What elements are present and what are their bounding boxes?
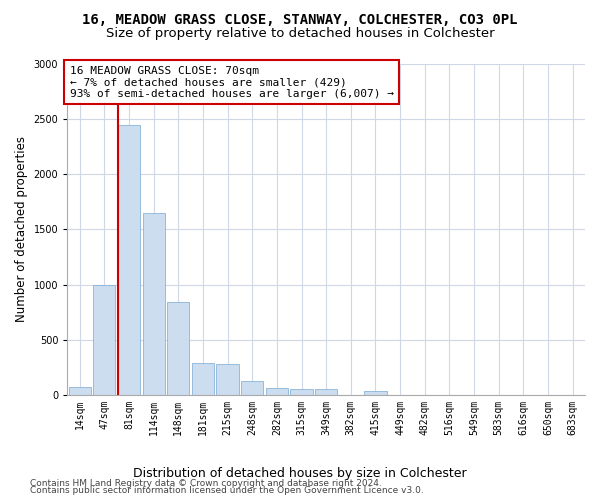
Bar (266, 388, 288, 395)
Bar (68, 386, 91, 395)
Text: 16 MEADOW GRASS CLOSE: 70sqm
← 7% of detached houses are smaller (429)
93% of se: 16 MEADOW GRASS CLOSE: 70sqm ← 7% of det… (70, 66, 394, 99)
Bar (290, 389, 313, 395)
Bar (167, 302, 190, 395)
Text: Distribution of detached houses by size in Colchester: Distribution of detached houses by size … (133, 468, 467, 480)
Bar (241, 380, 263, 395)
Bar (315, 390, 337, 395)
Bar (143, 213, 165, 395)
Text: Size of property relative to detached houses in Colchester: Size of property relative to detached ho… (106, 28, 494, 40)
Text: Contains public sector information licensed under the Open Government Licence v3: Contains public sector information licen… (30, 486, 424, 495)
Bar (118, 124, 140, 395)
Bar (93, 284, 115, 395)
Bar (192, 363, 214, 395)
Y-axis label: Number of detached properties: Number of detached properties (15, 136, 28, 322)
Text: 16, MEADOW GRASS CLOSE, STANWAY, COLCHESTER, CO3 0PL: 16, MEADOW GRASS CLOSE, STANWAY, COLCHES… (82, 12, 518, 26)
Text: Contains HM Land Registry data © Crown copyright and database right 2024.: Contains HM Land Registry data © Crown c… (30, 478, 382, 488)
Bar (364, 391, 386, 395)
Bar (217, 364, 239, 395)
